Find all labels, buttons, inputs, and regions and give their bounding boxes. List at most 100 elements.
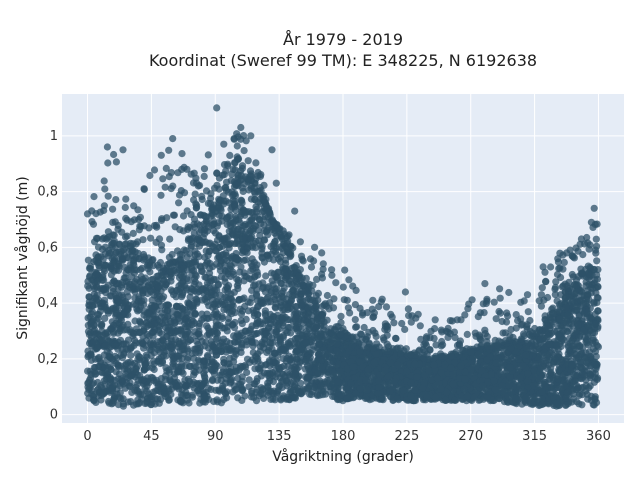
data-point (106, 350, 114, 358)
data-point (190, 287, 199, 295)
data-point (451, 359, 459, 367)
data-point (98, 276, 106, 284)
data-point (218, 217, 226, 225)
data-point (204, 324, 212, 332)
data-point (228, 226, 236, 234)
data-point (522, 393, 530, 401)
data-point (183, 253, 191, 261)
data-point (194, 386, 202, 394)
data-point (469, 354, 477, 362)
data-point (230, 324, 239, 332)
data-point (108, 255, 116, 263)
data-point (247, 235, 255, 243)
data-point (238, 396, 246, 404)
data-point (391, 378, 399, 386)
data-point (474, 351, 482, 359)
data-point (191, 310, 199, 318)
data-point (350, 374, 358, 382)
data-point (190, 367, 198, 376)
data-point (537, 365, 545, 373)
data-point (91, 300, 99, 309)
data-point (164, 323, 172, 331)
data-point (274, 268, 282, 276)
data-point (111, 249, 119, 257)
data-point (164, 313, 172, 321)
data-point (282, 377, 290, 385)
data-point (251, 330, 259, 338)
data-point (277, 303, 285, 311)
data-point (109, 278, 117, 287)
data-point (126, 379, 134, 387)
data-point (530, 367, 539, 375)
data-point (297, 300, 305, 308)
data-point (251, 281, 259, 289)
data-point (140, 375, 148, 384)
data-point (279, 265, 287, 273)
data-point (252, 290, 261, 298)
data-point (333, 340, 341, 348)
data-point (265, 388, 273, 396)
data-point (531, 360, 539, 368)
data-point (229, 388, 237, 396)
data-point (249, 225, 258, 233)
data-point (139, 391, 147, 399)
data-point (225, 282, 233, 290)
data-point (259, 320, 267, 328)
data-point (478, 377, 487, 385)
data-point (165, 387, 173, 395)
data-point (85, 284, 93, 292)
data-point (238, 341, 246, 349)
data-point (284, 303, 292, 311)
data-point (262, 228, 270, 236)
data-point (569, 390, 578, 398)
data-point (191, 275, 199, 283)
data-point (150, 360, 158, 368)
data-point (234, 279, 242, 287)
data-point (250, 358, 259, 366)
data-point (586, 271, 594, 279)
data-point (145, 310, 153, 318)
data-point (293, 288, 301, 296)
data-point (374, 389, 382, 397)
data-point (211, 229, 220, 237)
data-point (302, 339, 310, 347)
data-point (224, 296, 233, 304)
data-point (100, 351, 108, 359)
data-point (238, 199, 246, 207)
data-point (223, 338, 231, 346)
data-point (576, 342, 584, 350)
data-point (186, 336, 195, 344)
data-point (185, 299, 193, 307)
data-point (491, 386, 499, 394)
data-point (237, 310, 246, 318)
data-point (277, 396, 285, 404)
data-point (430, 361, 438, 369)
data-point (386, 387, 394, 395)
data-point (523, 345, 531, 353)
data-point (202, 378, 210, 387)
data-point (222, 368, 230, 376)
data-point (242, 336, 250, 344)
data-point (101, 314, 109, 322)
data-point (195, 235, 203, 243)
data-point (119, 255, 127, 263)
data-point (127, 351, 135, 360)
data-point (97, 336, 105, 344)
data-point (180, 265, 188, 273)
data-point (209, 263, 217, 271)
data-point (258, 253, 266, 261)
data-point (124, 398, 132, 406)
data-point (222, 348, 230, 356)
data-point (226, 354, 234, 362)
data-point (236, 380, 245, 388)
data-point (181, 306, 189, 314)
data-point (269, 281, 277, 289)
data-point (196, 347, 204, 355)
data-point (200, 372, 208, 380)
data-point (322, 390, 330, 398)
data-point (212, 335, 220, 343)
data-point (130, 367, 138, 375)
data-point (536, 374, 544, 383)
data-point (564, 311, 572, 320)
data-point (256, 216, 264, 224)
